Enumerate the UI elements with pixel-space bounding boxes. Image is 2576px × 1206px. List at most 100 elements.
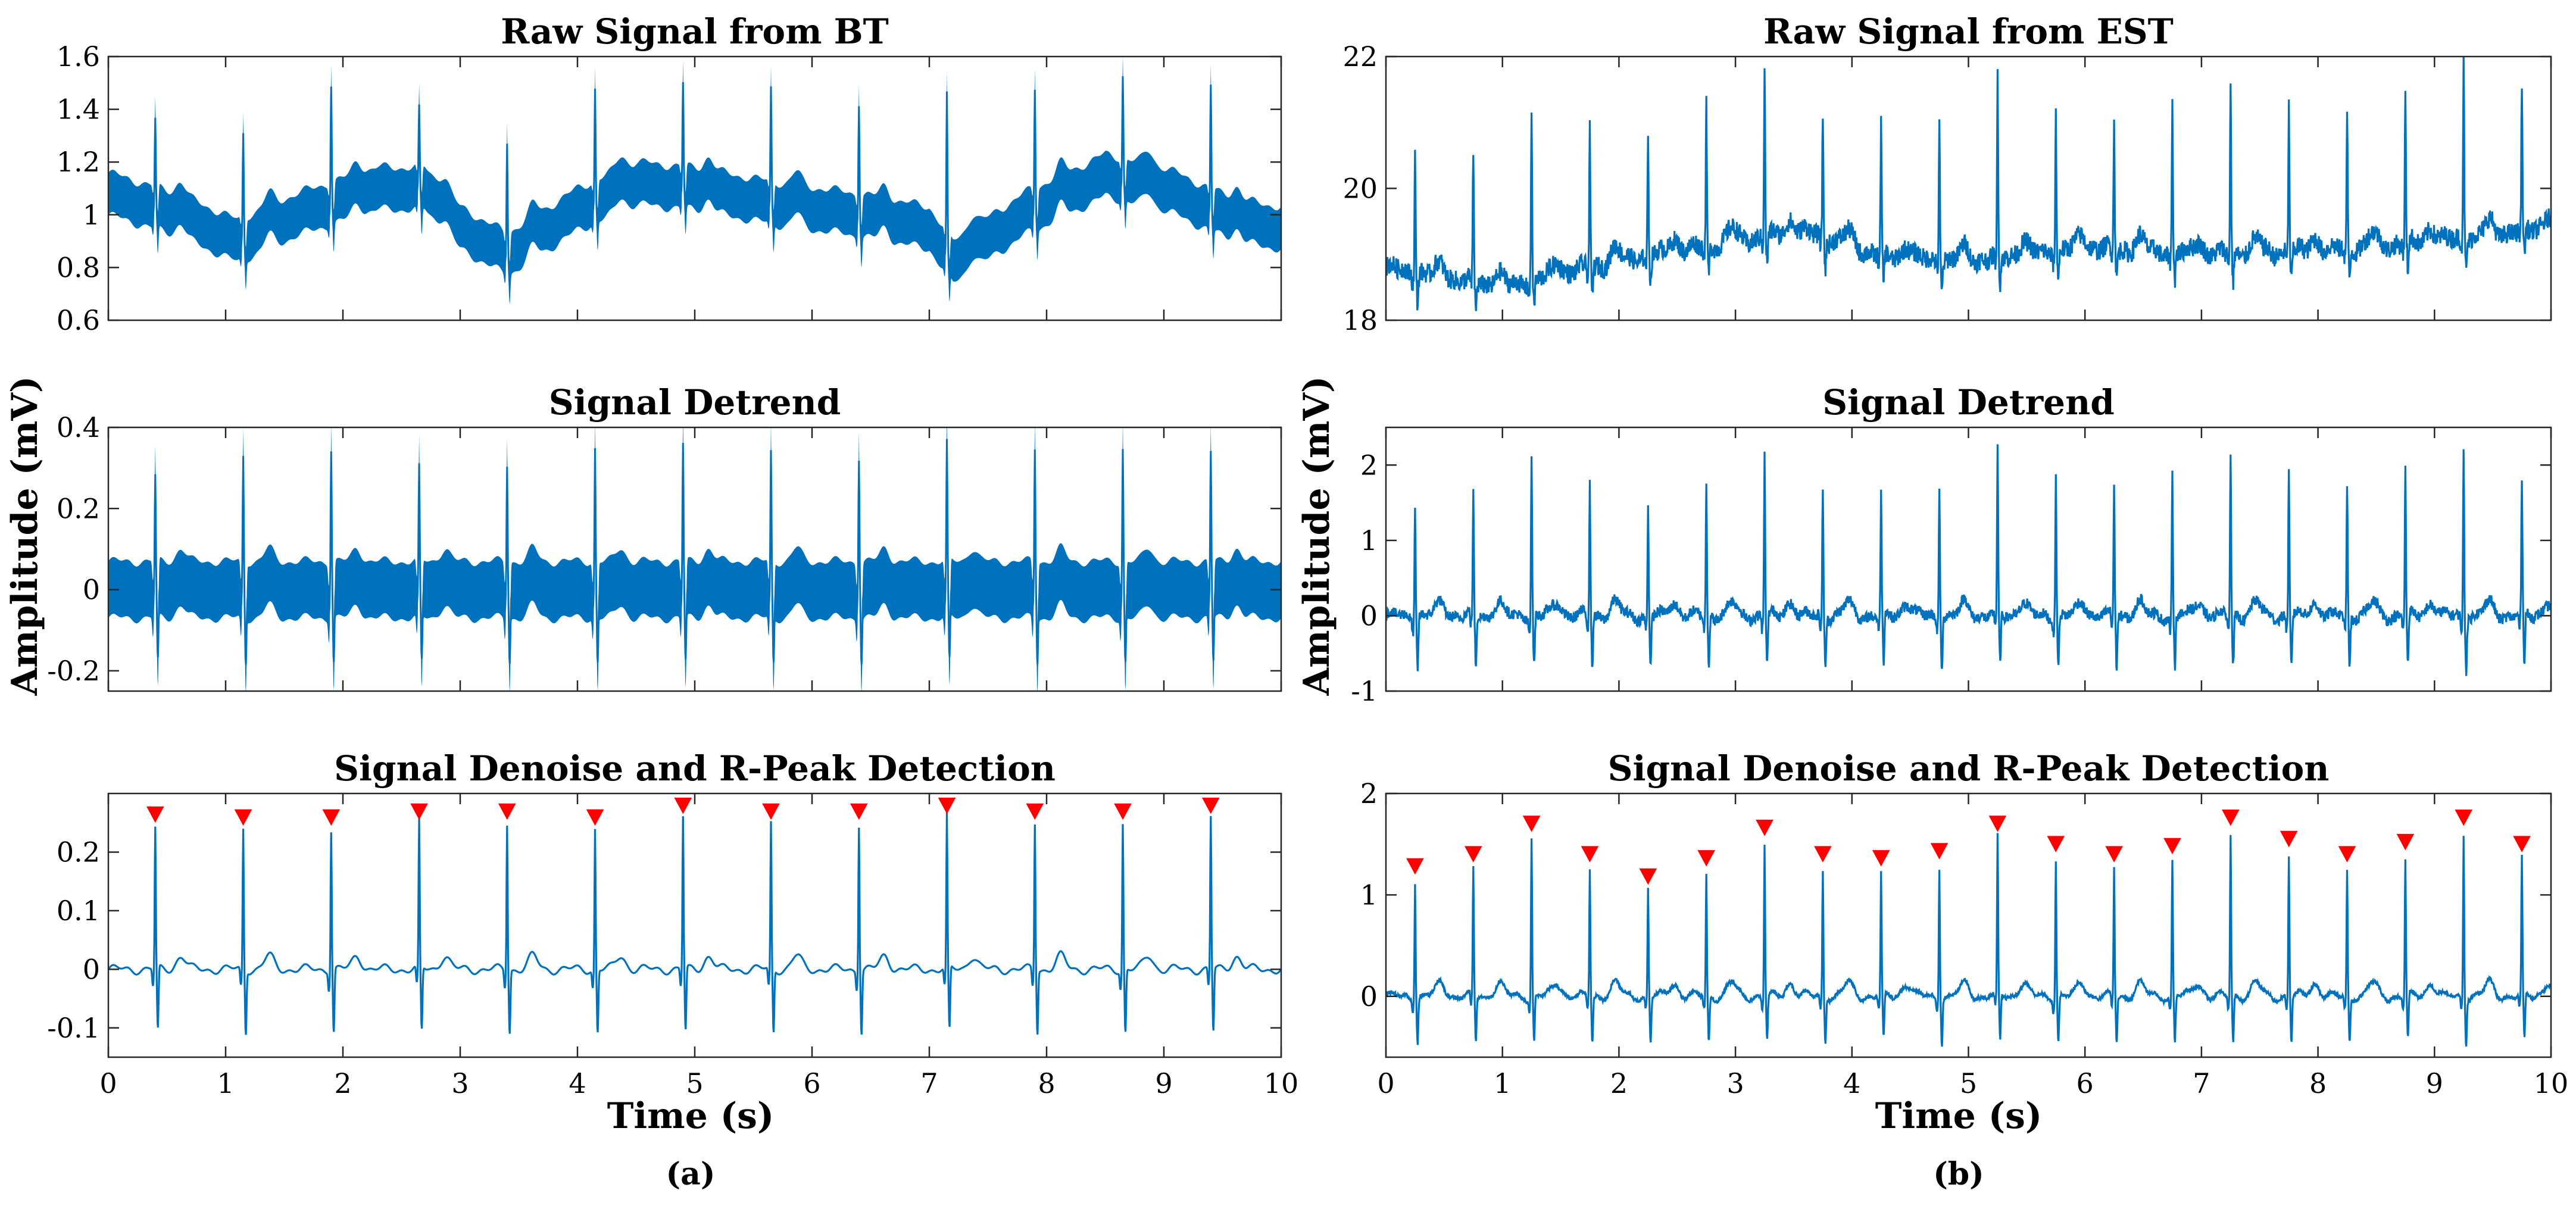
x-tick-label: 0 xyxy=(99,1067,117,1099)
r-peak-marker xyxy=(146,806,164,823)
r-peak-marker xyxy=(1930,843,1949,860)
x-tick-label: 9 xyxy=(2426,1067,2443,1099)
r-peak-marker xyxy=(850,803,868,820)
chart-container: Raw Signal from BT 0.6 0.8 1 1.2 1.4 1.6 Signal… xyxy=(47,11,2568,1099)
r-peak-marker xyxy=(2221,810,2240,826)
chart-a1: Raw Signal from BT 0.6 0.8 1 1.2 1.4 1.6 xyxy=(57,11,1282,336)
r-peak-marker xyxy=(938,797,956,814)
r-peak-marker xyxy=(2047,836,2065,852)
chart-b2: Signal Detrend -1 0 1 2 xyxy=(1351,382,2552,707)
x-tick-label: 10 xyxy=(1264,1067,1299,1099)
r-peak-marker xyxy=(2338,846,2356,863)
x-tick-label: 1 xyxy=(1494,1067,1511,1099)
y-tick-label: 1.2 xyxy=(57,146,100,178)
signal-line xyxy=(1386,444,2551,676)
x-tick-label: 9 xyxy=(1155,1067,1172,1099)
xlabel-panel-b: Time (s) xyxy=(1875,1095,2043,1137)
xlabel-panel-a: Time (s) xyxy=(607,1095,775,1137)
y-tick-label: 1.6 xyxy=(57,40,100,73)
x-tick-label: 1 xyxy=(217,1067,234,1099)
x-tick-label: 5 xyxy=(1960,1067,1977,1099)
r-peak-marker xyxy=(1464,846,1482,863)
y-tick-label: 1 xyxy=(1360,879,1378,911)
chart-title: Raw Signal from EST xyxy=(1763,11,2174,52)
r-peak-marker xyxy=(410,803,428,820)
y-tick-label: 1.4 xyxy=(57,93,100,126)
y-tick-label: 0 xyxy=(83,574,100,606)
chart-title: Signal Detrend xyxy=(549,382,841,423)
r-peak-marker xyxy=(1201,797,1220,814)
y-tick-label: -0.1 xyxy=(47,1012,100,1044)
signal-line xyxy=(108,76,1281,283)
r-peak-marker xyxy=(1756,820,1773,836)
y-tick-label: 0.2 xyxy=(57,492,100,524)
x-tick-label: 10 xyxy=(2534,1067,2569,1099)
r-peak-marker xyxy=(2163,838,2181,855)
chart-a2: Signal Detrend -0.2 0 0.2 0.4 xyxy=(47,382,1282,692)
chart-a3: Signal Denoise and R-Peak Detection -0.1 0… xyxy=(47,748,1298,1099)
x-tick-label: 2 xyxy=(1610,1067,1628,1099)
signal-line xyxy=(108,812,1281,1035)
y-tick-label: 1 xyxy=(83,199,100,231)
y-tick-label: 2 xyxy=(1360,777,1378,810)
x-tick-label: 4 xyxy=(569,1067,586,1099)
y-tick-label: 0.8 xyxy=(57,251,100,283)
r-peak-marker xyxy=(674,797,692,814)
x-tick-label: 5 xyxy=(686,1067,703,1099)
signal-line xyxy=(1386,833,2551,1047)
y-tick-label: 0.1 xyxy=(57,895,100,927)
y-tick-label: 0 xyxy=(1360,980,1378,1013)
x-tick-label: 3 xyxy=(451,1067,469,1099)
chart-title: Signal Denoise and R-Peak Detection xyxy=(1608,748,2330,789)
x-tick-label: 6 xyxy=(803,1067,820,1099)
y-tick-label: 22 xyxy=(1342,40,1378,73)
chart-title: Signal Denoise and R-Peak Detection xyxy=(334,748,1056,789)
r-peak-marker xyxy=(234,809,252,826)
ylabel-panel-b: Amplitude (mV) xyxy=(1296,376,1338,696)
r-peak-marker xyxy=(2455,810,2473,826)
x-tick-label: 8 xyxy=(1038,1067,1055,1099)
y-tick-label: 0 xyxy=(83,953,100,985)
signal-line xyxy=(1386,57,2551,311)
y-tick-label: 0.4 xyxy=(57,411,100,443)
y-tick-label: 1 xyxy=(1360,524,1378,557)
signal-noise-band xyxy=(108,57,1281,304)
y-tick-label: 0.2 xyxy=(57,836,100,868)
r-peak-marker xyxy=(1114,803,1132,820)
r-peak-marker xyxy=(322,809,341,826)
r-peak-marker xyxy=(586,809,604,826)
r-peak-marker xyxy=(498,803,516,820)
r-peak-marker xyxy=(1026,803,1044,820)
panel-label-a: (a) xyxy=(666,1156,716,1192)
chart-b1: Raw Signal from EST 18 20 22 xyxy=(1342,11,2552,336)
r-peak-marker xyxy=(1697,850,1716,867)
y-tick-label: 0.6 xyxy=(57,304,100,336)
x-tick-label: 4 xyxy=(1843,1067,1860,1099)
r-peak-marker xyxy=(1581,846,1599,863)
r-peak-marker xyxy=(762,803,780,820)
y-tick-label: 20 xyxy=(1342,173,1378,205)
chart-title: Signal Detrend xyxy=(1822,382,2115,423)
chart-title: Raw Signal from BT xyxy=(501,11,889,52)
r-peak-marker xyxy=(1639,868,1657,885)
r-peak-marker xyxy=(1814,846,1832,863)
r-peak-marker xyxy=(2280,830,2298,848)
y-tick-label: 2 xyxy=(1360,449,1378,481)
r-peak-marker xyxy=(2105,846,2123,863)
r-peak-marker xyxy=(1988,816,2007,832)
y-tick-label: 18 xyxy=(1342,304,1378,336)
y-tick-label: -0.2 xyxy=(47,655,100,687)
r-peak-marker xyxy=(1522,816,1541,832)
x-tick-label: 6 xyxy=(2077,1067,2094,1099)
chart-b3: Signal Denoise and R-Peak Detection 0 1 2 0 1… xyxy=(1360,748,2569,1099)
r-peak-marker xyxy=(2396,833,2415,851)
panel-label-b: (b) xyxy=(1933,1156,1984,1192)
r-peak-marker xyxy=(1406,858,1424,875)
signal-line xyxy=(108,439,1281,665)
x-tick-label: 7 xyxy=(2193,1067,2210,1099)
x-tick-label: 3 xyxy=(1726,1067,1744,1099)
ylabel-panel-a: Amplitude (mV) xyxy=(4,376,46,696)
r-peak-marker xyxy=(2513,836,2531,852)
y-tick-label: -1 xyxy=(1351,675,1378,707)
